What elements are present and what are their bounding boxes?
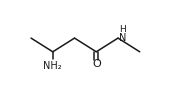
Text: H: H: [119, 25, 126, 34]
Text: O: O: [92, 59, 101, 69]
Text: N: N: [119, 33, 127, 43]
Text: NH₂: NH₂: [43, 61, 62, 70]
